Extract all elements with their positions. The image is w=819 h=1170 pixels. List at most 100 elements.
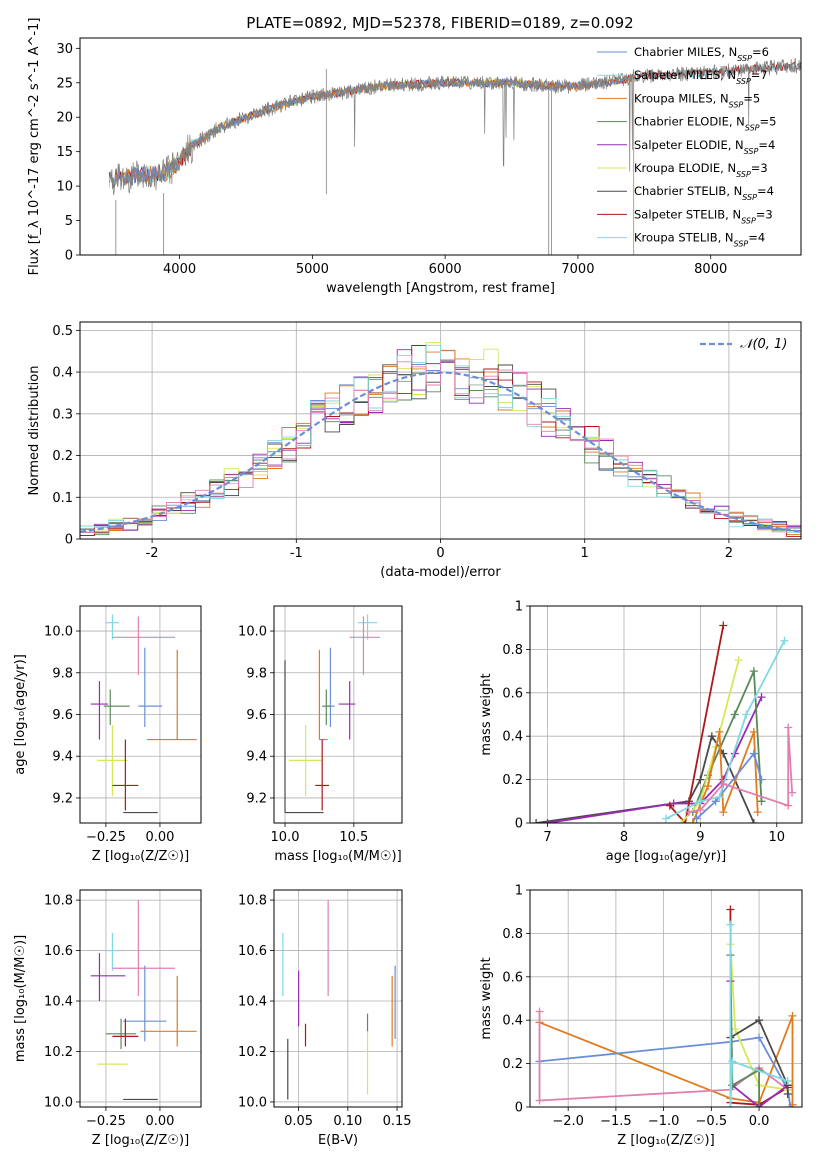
mass_vs_Z-frame bbox=[79, 889, 202, 1108]
y-tick-label: 10.0 bbox=[238, 625, 267, 640]
x-tick-label: 2 bbox=[725, 546, 733, 561]
weight-marker bbox=[719, 621, 728, 630]
y-axis-label: mass weight bbox=[479, 957, 494, 1039]
x-tick-label: 9 bbox=[696, 830, 704, 845]
weight-marker bbox=[757, 693, 766, 702]
y-tick-label: 10.0 bbox=[44, 1095, 73, 1110]
weight-line bbox=[729, 924, 789, 1107]
weight-marker bbox=[696, 775, 705, 784]
weight-marker bbox=[749, 727, 758, 736]
y-tick-label: 9.2 bbox=[52, 791, 73, 806]
weight-marker bbox=[715, 792, 724, 801]
x-axis-label: Z [log₁₀(Z/Z☉)] bbox=[617, 1133, 714, 1148]
x-axis-label: age [log₁₀(age/yr)] bbox=[606, 849, 727, 864]
y-tick-label: 0 bbox=[65, 249, 73, 264]
mass_vs_ebv-points bbox=[282, 900, 396, 1100]
y-tick-label: 10.2 bbox=[44, 1045, 73, 1060]
spectrum-axes: 4000 5000 6000 7000 8000 0 5 10 15 20 25 30 waveleng… bbox=[27, 18, 727, 296]
weight-marker bbox=[696, 805, 705, 814]
y-tick-label: 0.6 bbox=[502, 686, 523, 701]
weight-line bbox=[729, 955, 760, 1107]
x-axis-label: mass [log₁₀(M/M☉)] bbox=[274, 849, 401, 864]
weight-marker bbox=[757, 797, 766, 806]
x-tick-label: 1 bbox=[581, 546, 589, 561]
legend-label: Kroupa ELODIE, NSSP=3 bbox=[634, 161, 768, 179]
weight-marker bbox=[784, 723, 793, 732]
x-tick-label: 0.15 bbox=[383, 1114, 412, 1129]
x-tick-label: −1.5 bbox=[600, 1114, 632, 1129]
x-axis-label: Z [log₁₀(Z/Z☉)] bbox=[92, 849, 189, 864]
mass_vs_ebv-frame bbox=[273, 889, 403, 1108]
legend-label: Salpeter ELODIE, NSSP=4 bbox=[634, 138, 775, 156]
x-tick-label: 0.00 bbox=[145, 830, 174, 845]
y-tick-label: 20 bbox=[56, 111, 73, 126]
residuals-axes: -2 -1 0 1 2 0 0.1 0.2 0.3 0.4 0.5 (data-model)/erro… bbox=[27, 322, 801, 580]
legend-label: Kroupa MILES, NSSP=5 bbox=[634, 91, 760, 109]
x-axis-label: (data-model)/error bbox=[380, 565, 501, 580]
y-tick-label: 9.6 bbox=[52, 708, 73, 723]
y-tick-label: 30 bbox=[56, 42, 73, 57]
y-tick-label: 0.2 bbox=[502, 1057, 523, 1072]
weight_vs_Z-axes: −2.0 −1.5 −1.0 −0.5 0.0 0 0.2 0.4 0.6 0.8 1 Z [log₁… bbox=[479, 884, 802, 1148]
x-tick-label: −0.25 bbox=[86, 830, 126, 845]
weight-marker bbox=[788, 1011, 797, 1020]
y-tick-label: 9.4 bbox=[52, 750, 73, 765]
x-tick-label: −1.0 bbox=[648, 1114, 680, 1129]
weight-marker bbox=[788, 788, 797, 797]
weight-marker bbox=[730, 710, 739, 719]
mass_vs_ebv-axes: 0.05 0.10 0.15 10.0 10.2 10.4 10.6 10.8 E(B-V) bbox=[238, 890, 412, 1148]
weight_vs_Z-frame bbox=[529, 889, 803, 1108]
y-tick-label: 0.4 bbox=[502, 1014, 523, 1029]
y-tick-label: 0.2 bbox=[502, 773, 523, 788]
y-tick-label: 0.8 bbox=[502, 643, 523, 658]
x-tick-label: 7000 bbox=[561, 262, 594, 277]
weight-marker bbox=[692, 814, 701, 823]
y-tick-label: 10.8 bbox=[238, 894, 267, 909]
weight-marker bbox=[755, 1016, 764, 1025]
y-axis-label: mass [log₁₀(M/M☉)] bbox=[13, 935, 28, 1062]
y-axis-label: Flux [f_λ 10^-17 erg cm^-2 s^-1 A^-1] bbox=[27, 18, 42, 276]
x-axis-label: wavelength [Angstrom, rest frame] bbox=[326, 281, 555, 296]
weight-marker bbox=[784, 801, 793, 810]
y-tick-label: 0.2 bbox=[52, 449, 73, 464]
weight-marker bbox=[749, 819, 758, 823]
x-tick-label: 4000 bbox=[163, 262, 196, 277]
x-axis-label: Z [log₁₀(Z/Z☉)] bbox=[92, 1133, 189, 1148]
x-tick-label: 8 bbox=[620, 830, 628, 845]
x-tick-label: 10.0 bbox=[271, 830, 300, 845]
weight-marker bbox=[543, 819, 552, 823]
weight-marker bbox=[726, 905, 735, 914]
weight-marker bbox=[715, 727, 724, 736]
x-tick-label: 7 bbox=[543, 830, 551, 845]
weight-marker bbox=[783, 1089, 792, 1098]
age_vs_Z-axes: −0.25 0.00 9.2 9.4 9.6 9.8 10.0 Z [log₁₀(Z/Z☉)]… bbox=[13, 606, 201, 864]
residuals-frame bbox=[79, 321, 802, 540]
weight-marker bbox=[696, 797, 705, 806]
x-tick-label: 0 bbox=[436, 546, 444, 561]
weight-line bbox=[669, 625, 725, 823]
residual-legend: 𝒩(0, 1) bbox=[700, 337, 787, 352]
spectrum-series-data bbox=[108, 57, 801, 195]
legend-label: 𝒩(0, 1) bbox=[740, 337, 787, 352]
legend-label: Chabrier MILES, NSSP=6 bbox=[634, 45, 769, 63]
y-tick-label: 0.1 bbox=[52, 491, 73, 506]
y-tick-label: 10.4 bbox=[44, 995, 73, 1010]
y-tick-label: 1 bbox=[515, 600, 523, 615]
weight-line bbox=[691, 731, 759, 823]
y-axis-label: age [log₁₀(age/yr)] bbox=[13, 654, 28, 775]
x-tick-label: -1 bbox=[290, 546, 303, 561]
weight_vs_Z-lines bbox=[535, 905, 797, 1107]
y-tick-label: 10.2 bbox=[238, 1045, 267, 1060]
x-axis-label: E(B-V) bbox=[318, 1133, 358, 1148]
y-axis-label: Normed distribution bbox=[27, 366, 42, 496]
y-tick-label: 10 bbox=[56, 180, 73, 195]
weight-marker bbox=[535, 1007, 544, 1016]
x-tick-label: -2 bbox=[146, 546, 159, 561]
normal-curve bbox=[80, 371, 801, 533]
weight-marker bbox=[719, 808, 728, 817]
weight_vs_age-frame bbox=[529, 605, 803, 824]
weight-marker bbox=[532, 819, 541, 823]
weight_vs_age-lines bbox=[532, 621, 797, 823]
weight-marker bbox=[719, 779, 728, 788]
